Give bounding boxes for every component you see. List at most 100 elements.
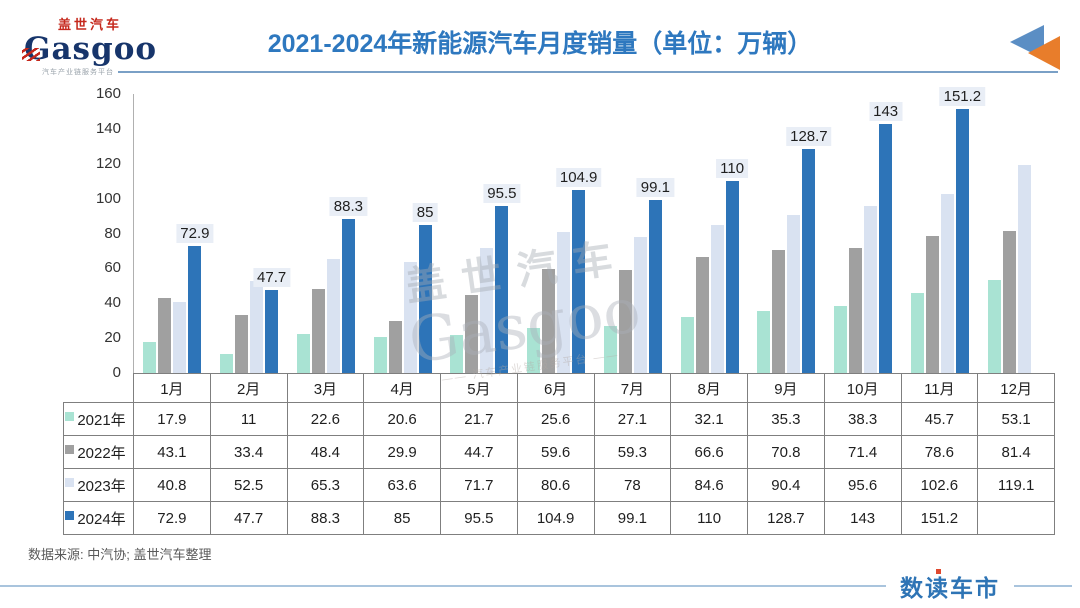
- bar-value-label: 110: [716, 159, 749, 178]
- bar-value-label: 88.3: [329, 197, 367, 216]
- table-cell: 119.1: [977, 468, 1055, 502]
- bar-group-12月: [978, 94, 1055, 373]
- table-cell: 27.1: [593, 402, 672, 436]
- y-tick-label: 160: [95, 85, 121, 102]
- table-cell: 99.1: [593, 501, 672, 535]
- bar-2024年-7月: 99.1: [636, 178, 674, 373]
- bar-2021年-5月: [450, 335, 464, 373]
- y-tick-label: 20: [104, 329, 121, 347]
- table-cell: 143: [823, 501, 902, 535]
- bar-2024年-6月: 104.9: [555, 168, 602, 373]
- table-cell: 47.7: [209, 501, 288, 535]
- bar-group-8月: 110: [671, 94, 749, 373]
- bar-value-label: 85: [412, 203, 438, 222]
- gasgoo-logo: 盖世汽车 Gasgoo 汽车产业链服务平台: [22, 14, 194, 77]
- bar-group-2月: 47.7: [211, 94, 291, 373]
- bar-group-9月: 128.7: [748, 94, 832, 373]
- footer-divider-right: [1014, 585, 1072, 587]
- bar-2021年-1月: [143, 342, 157, 373]
- bar-2022年-2月: [235, 315, 249, 373]
- table-cell: 33.4: [209, 435, 288, 469]
- bar-2021年-3月: [296, 334, 310, 373]
- bar-group-10月: 143: [825, 94, 903, 373]
- table-cell: 20.6: [363, 402, 441, 436]
- plot-row: 160 140 120 100 80 60 40 20 0 盖世汽车 Gasgoo —— 汽车产…: [63, 85, 1055, 386]
- table-cell: 38.3: [823, 402, 902, 436]
- bar-2021年-10月: [834, 306, 848, 373]
- month-header-row: 1月 2月 3月 4月 5月 6月 7月 8月 9月 10月 11月 12月: [64, 373, 1055, 403]
- bar-2022年-3月: [311, 289, 325, 373]
- bar-2023年-11月: [940, 194, 954, 373]
- bar-2023年-12月: [1017, 165, 1031, 373]
- table-cell: 66.6: [670, 435, 748, 469]
- table-cell: 81.4: [977, 435, 1055, 469]
- bar-2022年-10月: [849, 248, 863, 373]
- bar-2023年-9月: [787, 215, 801, 373]
- bar-2021年-12月: [987, 280, 1001, 373]
- table-row-2023年: 2023年 40.8 52.5 65.3 63.6 71.7 80.6 78 84.6 90.4 9…: [63, 468, 1055, 502]
- bar-value-label: 143: [869, 102, 903, 121]
- bar-2024年-1月: 72.9: [176, 224, 214, 373]
- bar-2023年-3月: [326, 259, 340, 373]
- rewind-triangles-icon: [998, 22, 1066, 75]
- y-axis: 160 140 120 100 80 60 40 20 0: [63, 85, 133, 381]
- footer-divider-left: [0, 585, 886, 587]
- legend-swatch: [65, 411, 75, 421]
- legend-swatch: [65, 510, 75, 520]
- bar-2023年-8月: [710, 225, 724, 373]
- table-cell: 44.7: [440, 435, 518, 469]
- table-cell: 88.3: [286, 501, 365, 535]
- bar-value-label: 104.9: [555, 168, 602, 187]
- brand-accent-dot: [936, 569, 941, 574]
- table-cell: 70.8: [747, 435, 825, 469]
- data-table: 1月 2月 3月 4月 5月 6月 7月 8月 9月 10月 11月 12月 2021年 17.9 11 22…: [63, 373, 1055, 535]
- table-row-2024年: 2024年 72.9 47.7 88.3 85 95.5 104.9 99.1 110 128.7…: [63, 501, 1055, 535]
- bar-2021年-4月: [373, 337, 387, 373]
- bar-2021年-9月: [757, 311, 771, 373]
- series-label: 2022年: [63, 435, 134, 469]
- bar-value-label: 47.7: [253, 268, 291, 287]
- table-cell: 59.3: [593, 435, 672, 469]
- month-label: 6月: [516, 373, 595, 403]
- series-label: 2024年: [63, 501, 134, 535]
- bar-2024年-3月: 88.3: [329, 197, 367, 373]
- bar-2022年-4月: [388, 321, 402, 373]
- header: 盖世汽车 Gasgoo 汽车产业链服务平台 2021-2024年新能源汽车月度销…: [0, 0, 1080, 86]
- bar-2022年-9月: [772, 250, 786, 373]
- bar-2024年-2月: 47.7: [253, 268, 291, 373]
- chart-block: 160 140 120 100 80 60 40 20 0 盖世汽车 Gasgoo —— 汽车产…: [63, 85, 1055, 535]
- bar-2022年-6月: [542, 269, 556, 373]
- table-cell: 84.6: [670, 468, 748, 502]
- y-tick-label: 40: [104, 294, 121, 312]
- table-cell: 110: [670, 501, 748, 535]
- bar-2022年-8月: [695, 257, 709, 373]
- bar-2024年-9月: 128.7: [786, 127, 832, 373]
- bar-value-label: 99.1: [636, 178, 674, 197]
- bar-2023年-5月: [480, 248, 494, 373]
- table-cell: 95.6: [823, 468, 902, 502]
- bar-value-label: 128.7: [786, 127, 832, 146]
- table-cell: 95.5: [440, 501, 518, 535]
- header-divider: [118, 71, 1058, 73]
- table-cell: 32.1: [670, 402, 748, 436]
- bar-2022年-5月: [465, 295, 479, 373]
- month-label: 2月: [209, 373, 288, 403]
- table-cell: 102.6: [900, 468, 979, 502]
- bar-group-5月: 95.5: [441, 94, 521, 373]
- source-note: 数据来源: 中汽协; 盖世汽车整理: [28, 547, 212, 562]
- bar-group-7月: 99.1: [595, 94, 674, 373]
- y-tick-label: 80: [104, 224, 121, 242]
- series-label: 2021年: [63, 402, 134, 436]
- bar-group-1月: 72.9: [134, 94, 214, 373]
- table-cell: 45.7: [900, 402, 979, 436]
- plot-area: 盖世汽车 Gasgoo —— 汽车产业链服务平台 —— 72.9 47.7 88.3…: [133, 87, 1055, 386]
- brand-logo: 数读车市: [900, 569, 1000, 603]
- bar-2024年-11月: 151.2: [939, 87, 986, 373]
- bar-2024年-10月: 143: [869, 102, 903, 373]
- table-corner-blank: [64, 374, 134, 403]
- month-label: 7月: [593, 373, 672, 403]
- bar-2022年-12月: [1002, 231, 1016, 373]
- bar-group-3月: 88.3: [288, 94, 367, 373]
- bar-group-11月: 151.2: [902, 87, 986, 373]
- legend-swatch: [65, 477, 75, 487]
